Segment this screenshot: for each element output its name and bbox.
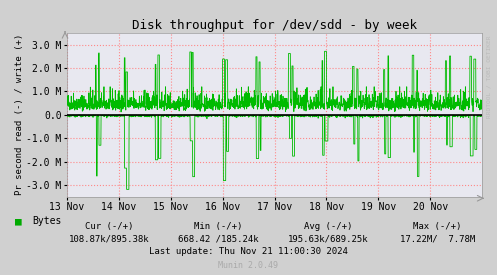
Text: ■: ■ (15, 216, 22, 226)
Text: Avg (-/+): Avg (-/+) (304, 222, 352, 231)
Text: 668.42 /185.24k: 668.42 /185.24k (178, 235, 259, 244)
Y-axis label: Pr second read (-) / write (+): Pr second read (-) / write (+) (14, 34, 23, 196)
Text: 17.22M/  7.78M: 17.22M/ 7.78M (400, 235, 475, 244)
Title: Disk throughput for /dev/sdd - by week: Disk throughput for /dev/sdd - by week (132, 19, 417, 32)
Text: Bytes: Bytes (32, 216, 62, 226)
Text: Cur (-/+): Cur (-/+) (85, 222, 134, 231)
Text: Min (-/+): Min (-/+) (194, 222, 243, 231)
Text: 195.63k/689.25k: 195.63k/689.25k (288, 235, 368, 244)
Text: Munin 2.0.49: Munin 2.0.49 (219, 261, 278, 270)
Text: Max (-/+): Max (-/+) (413, 222, 462, 231)
Text: RRDTOOL / TOBI OETIKER: RRDTOOL / TOBI OETIKER (486, 36, 491, 118)
Text: Last update: Thu Nov 21 11:00:30 2024: Last update: Thu Nov 21 11:00:30 2024 (149, 247, 348, 256)
Text: 108.87k/895.38k: 108.87k/895.38k (69, 235, 150, 244)
